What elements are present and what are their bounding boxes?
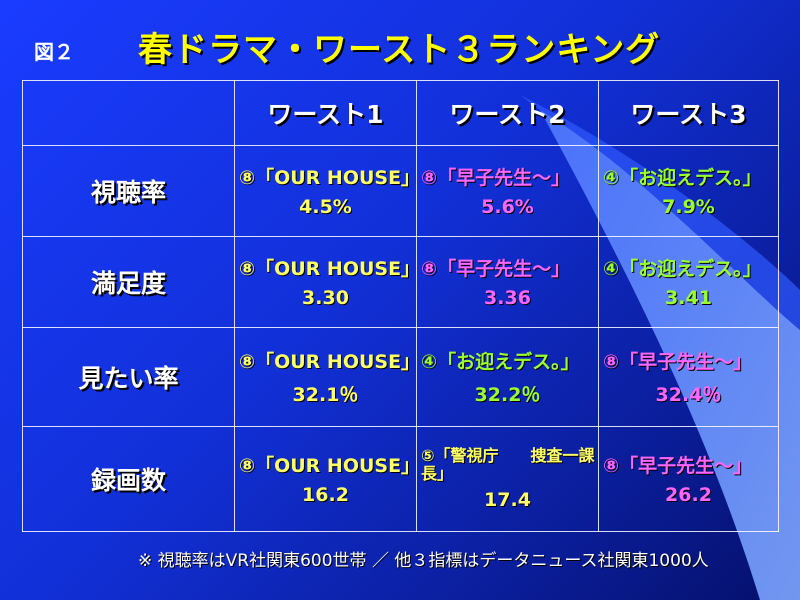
footnote: ※ 視聴率はVR社関東600世帯 ／ 他３指標はデータニュース社関東1000人 [138,551,709,571]
table-cell: ④「お迎えデス。」 3.41 [598,235,779,328]
table-cell: ⑤「警視庁 捜査一課長」 17.4 [416,425,599,533]
drama-value: 3.41 [665,287,712,310]
drama-value: 7.9% [662,196,715,219]
header-worst-3: ワースト3 [598,80,779,146]
drama-name: ④「お迎えデス。」 [603,258,762,281]
drama-value: 3.36 [484,287,531,310]
drama-name: ⑧「OUR HOUSE」 [239,258,421,281]
drama-name: ④「お迎えデス。」 [603,167,762,190]
drama-value: 16.2 [302,484,349,507]
row-label-viewership: 視聴率 [22,145,235,237]
drama-value: 5.6% [481,196,534,219]
table-cell: ④「お迎えデス。」 32.2％ [416,326,599,427]
drama-value: 32.4％ [655,383,722,406]
table-row: 視聴率 ⑧「OUR HOUSE」 4.5% ⑧「早子先生～」 5.6% ④「お迎えデ… [22,145,779,237]
drama-name: ⑧「早子先生～」 [421,167,571,190]
row-label-satisfaction: 満足度 [22,235,235,328]
drama-name: ⑤「警視庁 捜査一課長」 [421,445,595,483]
table-cell: ⑧「早子先生～」 5.6% [416,145,599,237]
table-row: 見たい率 ⑧「OUR HOUSE」 32.1％ ④「お迎えデス。」 32.2％ ⑧「… [22,326,779,427]
table-cell: ⑧「OUR HOUSE」 32.1％ [234,326,421,427]
drama-name: ④「お迎えデス。」 [421,350,580,373]
drama-value: 4.5% [299,196,352,219]
drama-name: ⑧「OUR HOUSE」 [239,350,421,373]
drama-name: ⑧「早子先生～」 [603,350,753,373]
header-row: ワースト1 ワースト2 ワースト3 [22,80,779,146]
figure-label: 図２ [34,40,74,64]
row-label-recordings: 録画数 [22,425,235,533]
row-label-want-to-see: 見たい率 [22,326,235,427]
header-worst-1: ワースト1 [234,80,417,146]
drama-name: ⑧「OUR HOUSE」 [239,455,421,478]
drama-value: 32.2％ [474,383,541,406]
corner-cell [22,80,235,146]
table-cell: ⑧「早子先生～」 32.4％ [598,326,779,427]
table-cell: ⑧「OUR HOUSE」 16.2 [234,425,421,533]
table-cell: ④「お迎えデス。」 7.9% [598,145,779,237]
drama-name: ⑧「早子先生～」 [421,258,571,281]
table-cell: ⑧「早子先生～」 3.36 [416,235,599,328]
table-cell: ⑧「OUR HOUSE」 4.5% [234,145,421,237]
table-row: 満足度 ⑧「OUR HOUSE」 3.30 ⑧「早子先生～」 3.36 ④「お迎えデ… [22,235,779,328]
table-cell: ⑧「OUR HOUSE」 3.30 [234,235,421,328]
drama-value: 17.4 [484,488,531,511]
drama-value: 32.1％ [292,383,359,406]
drama-value: 26.2 [665,484,712,507]
ranking-table: ワースト1 ワースト2 ワースト3 視聴率 ⑧「OUR HOUSE」 4.5% ⑧… [22,80,779,533]
slide-title: 春ドラマ・ワースト３ランキング [138,30,661,70]
drama-name: ⑧「OUR HOUSE」 [239,167,421,190]
drama-value: 3.30 [302,287,349,310]
table-cell: ⑧「早子先生～」 26.2 [598,425,779,533]
table-row: 録画数 ⑧「OUR HOUSE」 16.2 ⑤「警視庁 捜査一課長」 17.4 ⑧「… [22,425,779,533]
drama-name: ⑧「早子先生～」 [603,455,753,478]
header-worst-2: ワースト2 [416,80,599,146]
